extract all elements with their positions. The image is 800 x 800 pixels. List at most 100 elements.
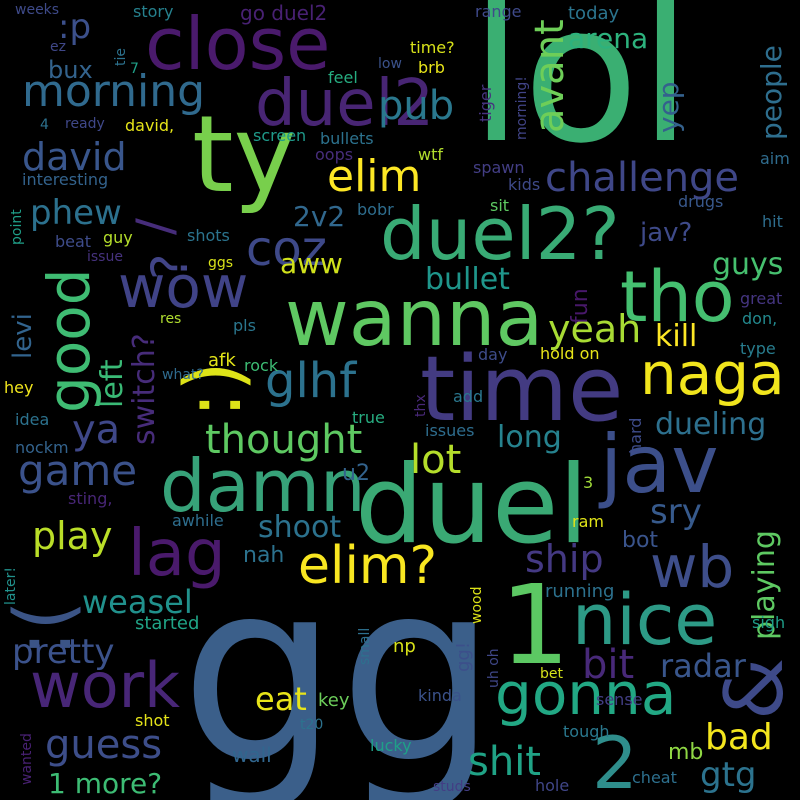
word-yep: yep	[652, 81, 685, 133]
word-avant: avant	[527, 19, 573, 133]
word-what: what?	[162, 367, 204, 383]
word-today: today	[568, 3, 620, 24]
word-gonna: gonna	[495, 660, 677, 728]
word-fun: fun	[568, 288, 593, 324]
word-long: long	[497, 420, 562, 455]
word-yeah: yeah	[548, 307, 642, 351]
word-screen: screen	[253, 126, 307, 145]
word-ggs: ggs	[208, 255, 234, 271]
word-t20: t20	[300, 717, 324, 733]
word-jav: jav	[600, 418, 719, 511]
word-gg: gg	[180, 527, 498, 800]
word-radar: radar	[660, 647, 746, 685]
word-gtg: gtg	[700, 755, 757, 795]
word-weasel: weasel	[82, 583, 193, 621]
word-lot: lot	[410, 437, 462, 483]
word-question: ?	[141, 253, 199, 280]
word-damn: damn	[160, 444, 366, 528]
word-david-comma: david,	[125, 116, 175, 135]
word-afk: afk	[208, 350, 236, 371]
word-tie: tie	[113, 48, 129, 66]
word-ez: ez	[50, 39, 66, 55]
word-issues: issues	[425, 421, 475, 440]
word-lag: lag	[128, 517, 226, 591]
word-pub: pub	[378, 83, 455, 129]
word-gg-bang: gg!	[453, 641, 474, 672]
word-2v2: 2v2	[293, 200, 346, 233]
word-tiger: tiger	[476, 84, 495, 122]
word-wanna: wanna	[285, 274, 544, 364]
word-hey: hey	[4, 378, 34, 397]
word-bet: bet	[540, 666, 563, 682]
word-lol: lol	[470, 0, 692, 185]
word-low: low	[378, 56, 402, 72]
word-drugs: drugs	[678, 192, 724, 211]
word-nice: nice	[572, 579, 718, 661]
word-ram: ram	[572, 512, 604, 531]
word-duel: duel	[355, 443, 589, 568]
word-naga: naga	[640, 340, 785, 408]
word-aim: aim	[760, 149, 790, 168]
word-people: people	[755, 45, 788, 140]
word-oops: oops	[315, 145, 354, 164]
word-aww: aww	[280, 247, 343, 280]
word-wood: wood	[469, 586, 485, 624]
word-shoot: shoot	[258, 510, 342, 545]
word-nah: nah	[243, 543, 285, 568]
word-point: point	[9, 209, 25, 245]
word-jav-q: jav?	[640, 218, 693, 248]
word-nockm: nockm	[15, 438, 69, 457]
word-lucky: lucky	[370, 736, 412, 755]
word-ship: ship	[525, 537, 604, 581]
word-rock: rock	[244, 356, 279, 375]
word-3: 3	[583, 473, 594, 492]
word-key: key	[318, 690, 350, 711]
word-true: true	[352, 408, 385, 427]
word-ready: ready	[65, 116, 105, 132]
word-morning: morning	[22, 66, 206, 117]
word-ya: ya	[72, 407, 121, 453]
word-uh-oh: uh oh	[486, 648, 502, 688]
word-duel2-q: duel2?	[380, 192, 620, 276]
word-kinda: kinda	[418, 686, 462, 705]
word-coz: coz	[246, 221, 327, 277]
word-dueling: dueling	[655, 407, 767, 442]
word-pretty: pretty	[12, 632, 115, 672]
word-shot: shot	[135, 711, 170, 730]
word-close: close	[145, 2, 331, 86]
word-bux: bux	[48, 56, 93, 84]
word-wtf: wtf	[418, 145, 443, 164]
word-weeks: weeks	[15, 2, 60, 18]
word-shit: shit	[468, 739, 541, 785]
word-2: 2	[592, 721, 638, 800]
word-hold-on: hold on	[540, 344, 600, 363]
word-thx: thx	[413, 394, 429, 417]
word-eat: eat	[255, 680, 307, 718]
word-u2: u2	[342, 461, 370, 486]
word-interesting: interesting	[22, 170, 109, 189]
word-guess: guess	[45, 722, 163, 768]
word-elim: elim	[327, 151, 422, 202]
word-shots: shots	[187, 226, 230, 245]
word-play: play	[32, 514, 113, 558]
word-game: game	[18, 446, 138, 495]
word-started: started	[135, 613, 200, 634]
word-hard: hard	[626, 417, 645, 454]
word-res: res	[160, 311, 182, 327]
word-kids: kids	[508, 175, 541, 194]
word-running: running	[545, 581, 615, 602]
word-sting: sting,	[68, 489, 113, 508]
word-go-duel2: go duel2	[240, 1, 328, 25]
word-sit: sit	[490, 196, 510, 215]
word-tho: tho	[620, 256, 735, 338]
word-bad: bad	[705, 717, 773, 758]
word-david: david	[22, 135, 127, 179]
word-day: day	[478, 345, 508, 364]
word-duel2: duel2	[255, 67, 435, 141]
word-later: later!	[3, 567, 19, 605]
word-don: don,	[742, 309, 778, 328]
word-great: great	[740, 289, 783, 308]
word-work: work	[30, 649, 181, 722]
word-ty: ty	[192, 93, 297, 216]
